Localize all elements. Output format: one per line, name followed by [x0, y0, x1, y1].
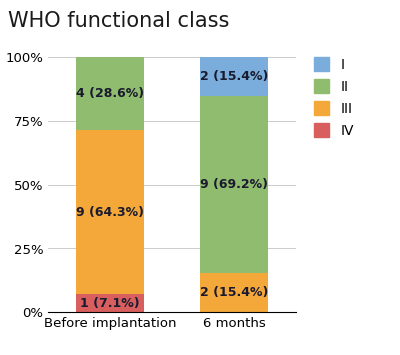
Legend: I, II, III, IV: I, II, III, IV	[308, 52, 360, 143]
Text: 1 (7.1%): 1 (7.1%)	[80, 297, 140, 310]
Text: 4 (28.6%): 4 (28.6%)	[76, 87, 144, 100]
Text: WHO functional class: WHO functional class	[8, 11, 229, 31]
Text: 2 (15.4%): 2 (15.4%)	[200, 286, 268, 299]
Bar	[200, 57, 268, 96]
Text: 9 (64.3%): 9 (64.3%)	[76, 206, 144, 219]
Bar	[76, 130, 144, 294]
Bar	[200, 273, 268, 312]
Bar	[200, 96, 268, 273]
Text: 9 (69.2%): 9 (69.2%)	[200, 178, 268, 191]
Bar	[76, 57, 144, 130]
Bar	[76, 294, 144, 312]
Text: 2 (15.4%): 2 (15.4%)	[200, 70, 268, 83]
